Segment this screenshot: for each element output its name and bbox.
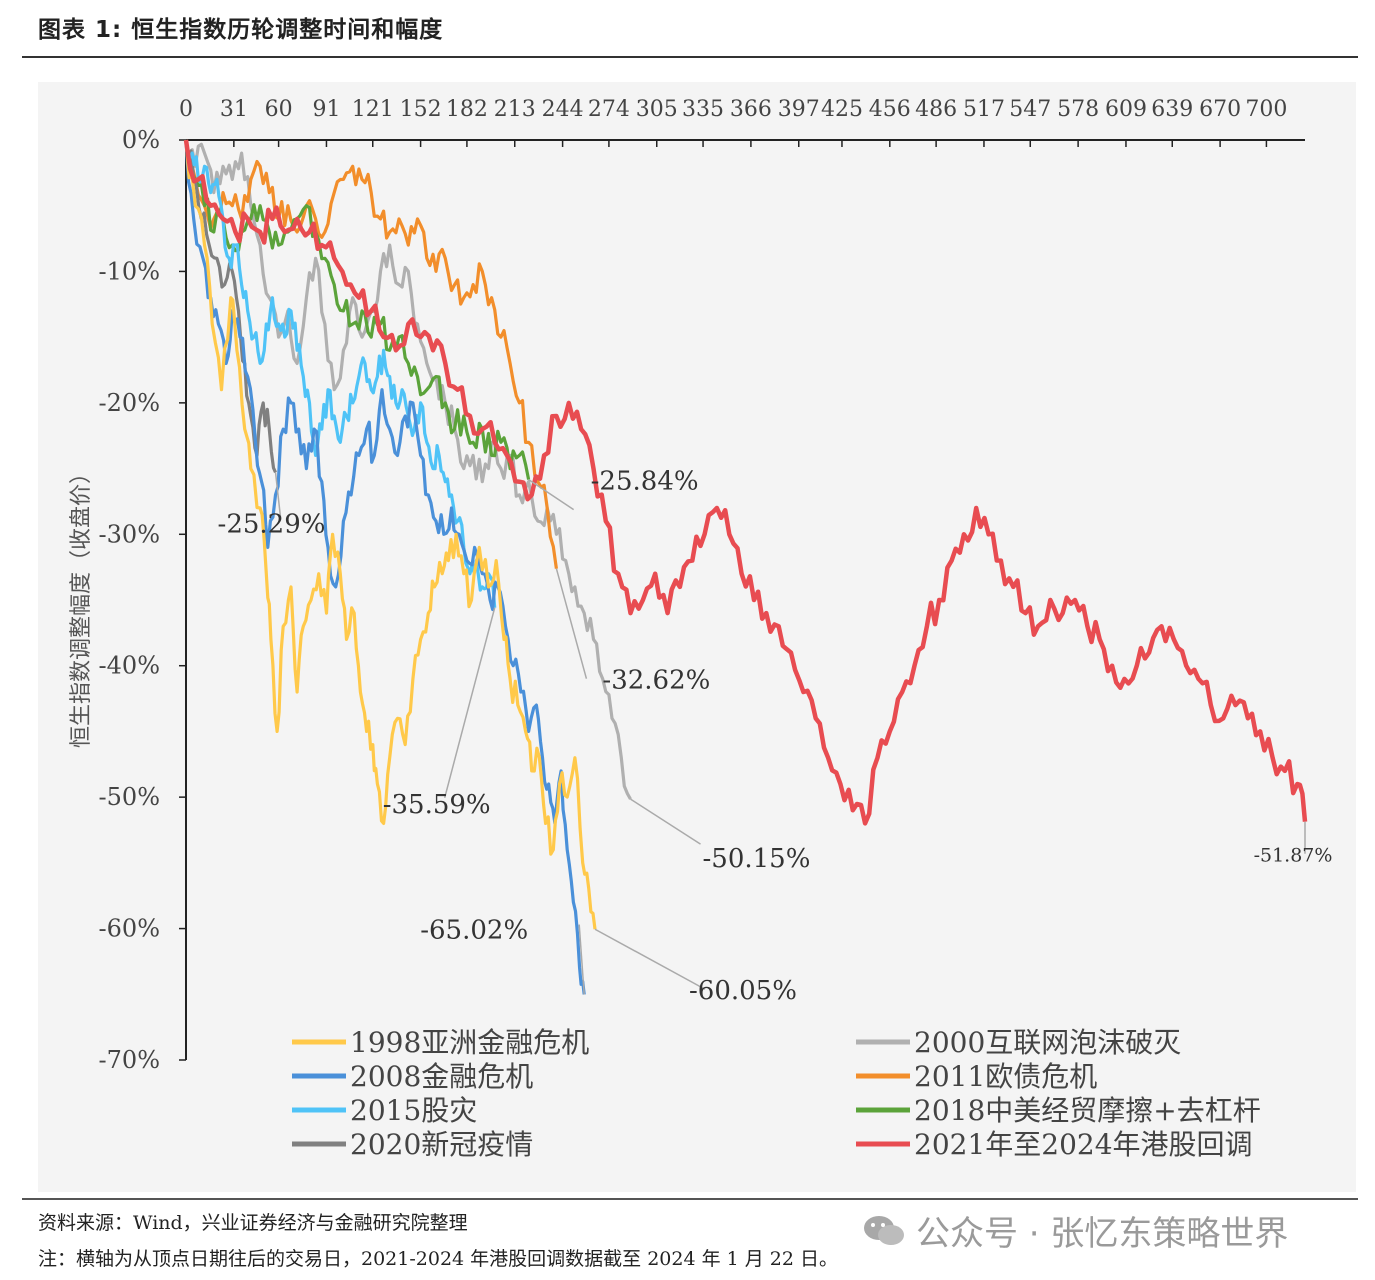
x-tick-label: 547 — [1009, 97, 1051, 122]
x-tick-label: 397 — [778, 97, 820, 122]
leader-line — [594, 928, 706, 990]
watermark-text: 公众号 · 张忆东策略世界 — [916, 1214, 1289, 1254]
leader-line — [555, 568, 588, 679]
x-tick-label: 305 — [636, 97, 678, 122]
x-tick-label: 91 — [312, 97, 340, 122]
x-tick-label: 335 — [682, 97, 724, 122]
x-tick-label: 425 — [821, 97, 863, 122]
legend-label: 2020新冠疫情 — [350, 1128, 533, 1161]
end-value-label: -35.59% — [383, 790, 491, 820]
x-tick-label: 456 — [869, 97, 911, 122]
leader-line — [578, 924, 585, 995]
end-value-label: -65.02% — [420, 916, 528, 946]
series-line — [184, 139, 597, 930]
y-tick-label: -20% — [99, 389, 160, 417]
x-tick-label: 121 — [352, 97, 394, 122]
x-tick-label: 182 — [446, 97, 488, 122]
leader-line — [443, 607, 496, 798]
x-tick-label: 578 — [1057, 97, 1099, 122]
y-tick-label: -30% — [99, 520, 160, 548]
leader-line — [630, 798, 701, 845]
y-tick-label: -10% — [99, 257, 160, 285]
plot-background — [38, 82, 1356, 1192]
x-tick-label: 213 — [494, 97, 536, 122]
source-note: 资料来源：Wind，兴业证券经济与金融研究院整理 — [38, 1212, 468, 1234]
series-line — [184, 139, 586, 995]
x-tick-label: 639 — [1151, 97, 1193, 122]
x-tick-label: 31 — [220, 97, 248, 122]
legend-label: 2000互联网泡沫破灭 — [914, 1026, 1181, 1059]
legend-label: 1998亚洲金融危机 — [350, 1026, 589, 1059]
series-line — [184, 139, 632, 800]
x-tick-label: 152 — [400, 97, 442, 122]
end-value-label: -25.84% — [591, 467, 699, 497]
x-tick-label: 700 — [1245, 97, 1287, 122]
y-tick-label: -50% — [99, 783, 160, 811]
legend-label: 2015股灾 — [350, 1094, 477, 1127]
series-line — [184, 139, 277, 474]
x-tick-label: 670 — [1199, 97, 1241, 122]
end-annotations: -60.05% -65.02% -35.59% -25.29% -50.15% -32.6… — [218, 467, 1333, 1007]
legend-label: 2011欧债危机 — [914, 1060, 1097, 1093]
wechat-icon — [864, 1215, 904, 1245]
y-tick-label: 0% — [122, 126, 160, 154]
legend-label: 2018中美经贸摩擦+去杠杆 — [914, 1094, 1261, 1127]
x-tick-label: 244 — [542, 97, 584, 122]
end-value-label: -50.15% — [703, 844, 811, 874]
x-tick-label: 274 — [588, 97, 630, 122]
legend-label: 2021年至2024年港股回调 — [914, 1128, 1253, 1161]
series-layer — [183, 139, 1308, 995]
series-line — [183, 139, 1308, 826]
end-value-label: -25.29% — [218, 509, 326, 539]
watermark: 公众号 · 张忆东策略世界 — [862, 1206, 1288, 1255]
footnote: 注：横轴为从顶点日期往后的交易日，2021-2024 年港股回调数据截至 202… — [38, 1248, 839, 1270]
figure-title: 图表 1: 恒生指数历轮调整时间和幅度 — [38, 17, 444, 43]
bottom-rule — [22, 1198, 1358, 1200]
end-value-label: -32.62% — [602, 666, 710, 696]
y-tick-label: -70% — [99, 1046, 160, 1074]
legend-label: 2008金融危机 — [350, 1060, 533, 1093]
y-axis-label: 恒生指数调整幅度（收盘价） — [69, 462, 94, 748]
x-tick-label: 60 — [265, 97, 293, 122]
leader-line — [274, 472, 282, 518]
chart-axes: 0 31 60 91 121 152 182 213 244 274 305 335 366 397 425… — [99, 97, 1305, 1074]
end-value-label: -51.87% — [1254, 845, 1333, 867]
y-tick-label: -40% — [99, 652, 160, 680]
y-tick-label: -60% — [99, 915, 160, 943]
leader-line — [528, 478, 575, 511]
x-tick-label: 517 — [963, 97, 1005, 122]
top-rule — [22, 56, 1358, 58]
series-line — [184, 139, 558, 569]
end-value-label: -60.05% — [689, 976, 797, 1006]
series-line — [184, 139, 497, 608]
x-tick-label: 486 — [915, 97, 957, 122]
x-tick-label: 366 — [730, 97, 772, 122]
x-tick-label: 0 — [179, 97, 193, 122]
x-tick-label: 609 — [1105, 97, 1147, 122]
